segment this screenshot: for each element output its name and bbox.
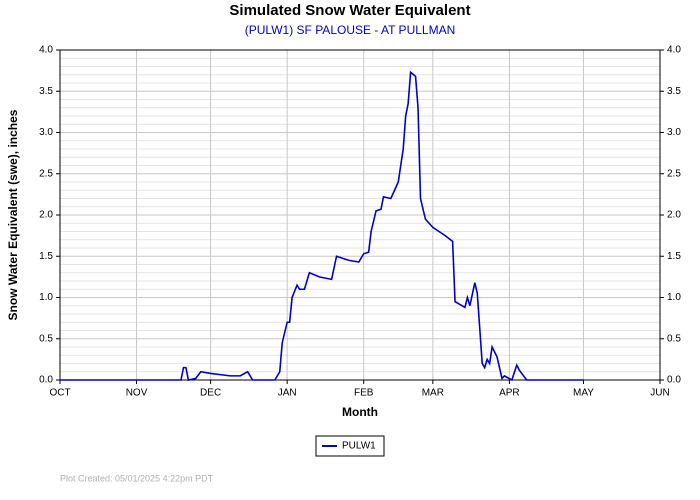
y2-tick-label: 2.5 (667, 168, 681, 179)
plot-frame (59, 49, 661, 381)
y-axis-label: Snow Water Equivalent (swe), inches (6, 109, 20, 320)
y-tick-label: 1.0 (39, 292, 53, 303)
y-tick-label: 1.5 (39, 251, 53, 262)
y2-tick-label: 3.5 (667, 86, 681, 97)
legend-box (315, 435, 385, 457)
legend: PULW1 (315, 435, 385, 457)
legend-label: PULW1 (342, 441, 376, 452)
y2-tick-label: 1.5 (667, 251, 681, 262)
y-tick-label: 0.0 (39, 375, 53, 386)
y2-tick-label: 4.0 (667, 45, 681, 56)
x-tick-label: FEB (354, 388, 374, 399)
y-tick-label: 3.5 (39, 86, 53, 97)
y-tick-label: 2.0 (39, 210, 53, 221)
x-tick-label: OCT (49, 388, 70, 399)
data-line (60, 70, 584, 382)
y2-tick-label: 2.0 (667, 210, 681, 221)
footer: Plot Created: 05/01/2025 4:22pm PDT (60, 473, 214, 483)
x-axis-label: Month (342, 405, 378, 419)
y2-tick-label: 3.0 (667, 127, 681, 138)
y-tick-label: 4.0 (39, 45, 53, 56)
y-tick-label: 0.5 (39, 333, 53, 344)
y2-tick-label: 0.0 (667, 375, 681, 386)
x-tick-label: MAY (573, 388, 594, 399)
x-tick-label: JUN (650, 388, 669, 399)
y2-tick-label: 1.0 (667, 292, 681, 303)
x-tick-label: DEC (200, 388, 221, 399)
x-tick-label: MAR (422, 388, 444, 399)
chart-title: Simulated Snow Water Equivalent (229, 2, 470, 19)
chart-subtitle: (PULW1) SF PALOUSE - AT PULLMAN (245, 23, 456, 37)
y-tick-label: 3.0 (39, 127, 53, 138)
x-tick-label: NOV (126, 388, 148, 399)
y2-tick-label: 0.5 (667, 333, 681, 344)
y-tick-label: 2.5 (39, 168, 53, 179)
x-tick-label: JAN (278, 388, 297, 399)
x-tick-label: APR (499, 388, 520, 399)
